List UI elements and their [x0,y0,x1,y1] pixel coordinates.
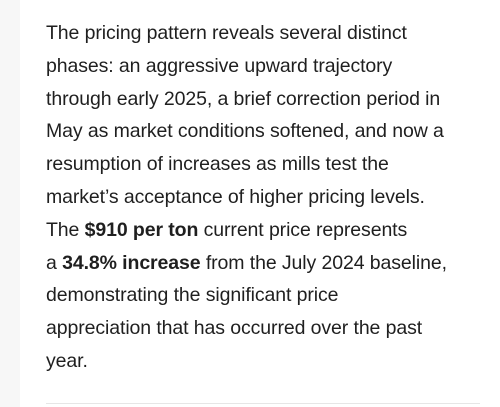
analysis-paragraph: The pricing pattern reveals several dist… [46,17,486,378]
increase-line: a 34.8% increase from the July 2024 base… [46,247,486,280]
paragraph-line: The pricing pattern reveals several dist… [46,22,407,44]
paragraph-line: May as market conditions softened, and n… [46,120,444,143]
increase-suffix: from the July 2024 baseline, [200,251,447,274]
content-card: The pricing pattern reveals several dist… [20,0,500,407]
percent-increase: 34.8% increase [62,251,201,274]
paragraph-line: resumption of increases as mills test th… [46,153,389,176]
paragraph-line: year. [46,349,88,372]
paragraph-line: phases: an aggressive upward trajectory [46,54,393,77]
paragraph-line: demonstrating the significant price [46,284,339,307]
price-line: The $910 per ton current price represent… [46,214,486,247]
price-prefix: The [46,218,85,241]
section-divider [46,403,480,404]
paragraph-line: appreciation that has occurred over the … [46,317,423,340]
current-price: $910 per ton [84,218,199,241]
price-suffix: current price represents [198,218,408,241]
paragraph-line: through early 2025, a brief correction p… [46,87,441,110]
paragraph-line: market’s acceptance of higher pricing le… [46,185,425,208]
increase-prefix: a [46,251,63,274]
